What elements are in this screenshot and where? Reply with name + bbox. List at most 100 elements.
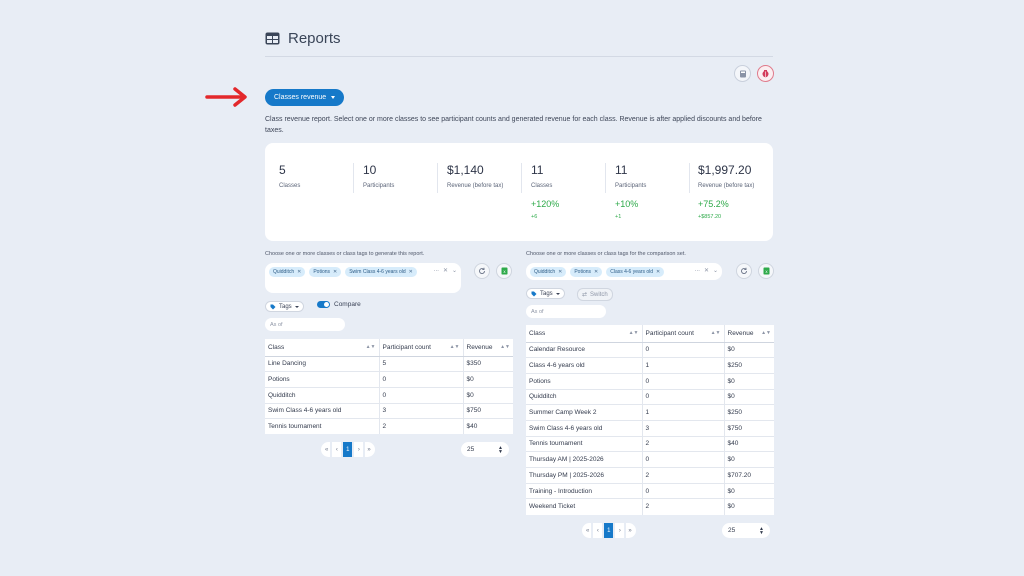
stat-label: Classes xyxy=(279,183,301,189)
stat-label: Revenue (before tax) xyxy=(698,183,755,189)
class-chip[interactable]: Quidditch ✕ xyxy=(530,267,567,277)
switch-button[interactable]: ⇄ Switch xyxy=(577,288,613,301)
remove-icon[interactable]: ✕ xyxy=(656,269,661,275)
revenue-cell: $750 xyxy=(462,402,513,419)
revenue-cell: $0 xyxy=(723,388,774,405)
svg-text:x: x xyxy=(503,269,506,274)
spreadsheet-icon: x xyxy=(763,267,769,275)
class-name-cell: Potions xyxy=(526,372,642,390)
page-size-value: 25 xyxy=(467,446,475,453)
right-class-selector[interactable]: Quidditch ✕ Potions ✕ Class 4-6 years old ✕… xyxy=(526,263,722,280)
clear-icon[interactable]: ✕ xyxy=(442,268,448,274)
remove-icon[interactable]: ✕ xyxy=(333,269,338,275)
selector-controls: ... ✕ ⌄ xyxy=(434,267,457,274)
switch-label: Switch xyxy=(590,291,608,298)
class-chip[interactable]: Potions ✕ xyxy=(570,267,603,277)
class-chip[interactable]: Class 4-6 years old ✕ xyxy=(606,267,665,277)
remove-icon[interactable]: ✕ xyxy=(297,269,302,275)
page-1-button[interactable]: 1 xyxy=(604,523,614,538)
participant-count-cell: 1 xyxy=(641,404,724,421)
table-icon xyxy=(265,32,280,45)
column-header-participant-count[interactable]: Participant count ▲▼ xyxy=(641,325,724,343)
column-header-class[interactable]: Class ▲▼ xyxy=(526,325,642,343)
clear-icon[interactable]: ✕ xyxy=(703,268,709,274)
participant-count-cell: 0 xyxy=(641,451,724,468)
sort-icon: ▲▼ xyxy=(710,330,721,336)
refresh-button[interactable] xyxy=(736,263,752,279)
export-button[interactable]: x xyxy=(496,263,512,279)
column-header-revenue[interactable]: Revenue ▲▼ xyxy=(723,325,774,343)
chip-label: Swim Class 4-6 years old xyxy=(349,269,406,275)
first-page-button[interactable]: « xyxy=(582,523,592,538)
participant-count-cell: 2 xyxy=(641,498,724,515)
report-type-dropdown[interactable]: Classes revenue xyxy=(265,89,345,106)
chevron-down-icon[interactable]: ⌄ xyxy=(451,268,457,274)
left-page-size-select[interactable]: 25 ▲ ▼ xyxy=(461,442,509,457)
tags-filter-button[interactable]: Tags xyxy=(265,301,304,312)
select-arrows-icon: ▲ ▼ xyxy=(498,444,503,455)
class-name-cell: Class 4-6 years old xyxy=(526,357,642,374)
stat-label: Classes xyxy=(531,183,553,189)
tags-filter-button[interactable]: Tags xyxy=(526,288,565,299)
as-of-date-input[interactable]: As of xyxy=(265,318,345,331)
next-page-button[interactable]: › xyxy=(354,442,364,457)
first-page-button[interactable]: « xyxy=(321,442,331,457)
sort-icon: ▲▼ xyxy=(365,344,376,350)
participant-count-cell: 0 xyxy=(641,341,724,358)
class-chip[interactable]: Quidditch ✕ xyxy=(269,267,306,277)
tag-icon xyxy=(270,304,276,309)
compare-toggle[interactable] xyxy=(317,301,330,308)
chevron-down-icon[interactable]: ⌄ xyxy=(712,268,718,274)
participant-count-cell: 2 xyxy=(641,435,724,452)
report-description: Class revenue report. Select one or more… xyxy=(265,116,762,134)
bug-icon xyxy=(762,70,769,78)
remove-icon[interactable]: ✕ xyxy=(594,269,599,275)
stat-compare-classes: 11 Classes +120% +6 xyxy=(531,163,559,220)
refresh-button[interactable] xyxy=(474,263,490,279)
table-row: Swim Class 4-6 years old 3 $750 xyxy=(265,402,513,419)
table-row: Weekend Ticket 2 $0 xyxy=(526,498,774,515)
chevron-down-icon xyxy=(555,292,560,295)
calculator-button[interactable] xyxy=(734,65,751,82)
tag-icon xyxy=(531,291,537,296)
right-page-size-select[interactable]: 25 ▲ ▼ xyxy=(722,523,770,538)
left-class-selector[interactable]: Quidditch ✕ Potions ✕ Swim Class 4-6 years… xyxy=(265,263,461,293)
class-name-cell: Calendar Resource xyxy=(526,341,642,358)
revenue-cell: $0 xyxy=(723,498,774,515)
last-page-button[interactable]: » xyxy=(626,523,636,538)
participant-count-cell: 3 xyxy=(378,402,463,419)
table-row: Potions 0 $0 xyxy=(265,371,513,388)
class-chip[interactable]: Potions ✕ xyxy=(309,267,342,277)
next-page-button[interactable]: › xyxy=(615,523,625,538)
sort-icon: ▲▼ xyxy=(628,330,639,336)
stat-delta: +6 xyxy=(531,214,538,220)
revenue-cell: $0 xyxy=(723,341,774,358)
stat-classes: 5 Classes xyxy=(279,163,300,189)
revenue-cell: $0 xyxy=(723,482,774,499)
participant-count-cell: 0 xyxy=(641,388,724,405)
participant-count-cell: 3 xyxy=(641,419,724,437)
column-header-label: Class xyxy=(268,343,285,351)
sort-icon: ▲▼ xyxy=(761,330,771,336)
class-name-cell: Tennis tournament xyxy=(265,418,379,435)
remove-icon[interactable]: ✕ xyxy=(408,269,413,275)
column-header-class[interactable]: Class ▲▼ xyxy=(265,339,379,357)
table-row: Swim Class 4-6 years old 3 $750 xyxy=(526,419,774,437)
class-name-cell: Training - Introduction xyxy=(526,482,642,499)
page-1-button[interactable]: 1 xyxy=(343,442,353,457)
as-of-date-input[interactable]: As of xyxy=(526,305,606,318)
previous-page-button[interactable]: ‹ xyxy=(332,442,342,457)
export-button[interactable]: x xyxy=(758,263,774,279)
last-page-button[interactable]: » xyxy=(365,442,375,457)
column-header-participant-count[interactable]: Participant count ▲▼ xyxy=(378,339,463,357)
remove-icon[interactable]: ✕ xyxy=(558,269,563,275)
previous-page-button[interactable]: ‹ xyxy=(593,523,603,538)
stats-card: 5 Classes 10 Participants $1,140 Revenue… xyxy=(265,143,773,241)
bug-report-button[interactable] xyxy=(757,65,774,82)
left-hint: Choose one or more classes or class tags… xyxy=(265,251,425,257)
participant-count-cell: 0 xyxy=(641,482,724,499)
stat-delta: +$857.20 xyxy=(698,214,722,220)
column-header-revenue[interactable]: Revenue ▲▼ xyxy=(462,339,513,357)
overflow-indicator: ... xyxy=(694,267,700,273)
class-chip[interactable]: Swim Class 4-6 years old ✕ xyxy=(345,267,417,277)
